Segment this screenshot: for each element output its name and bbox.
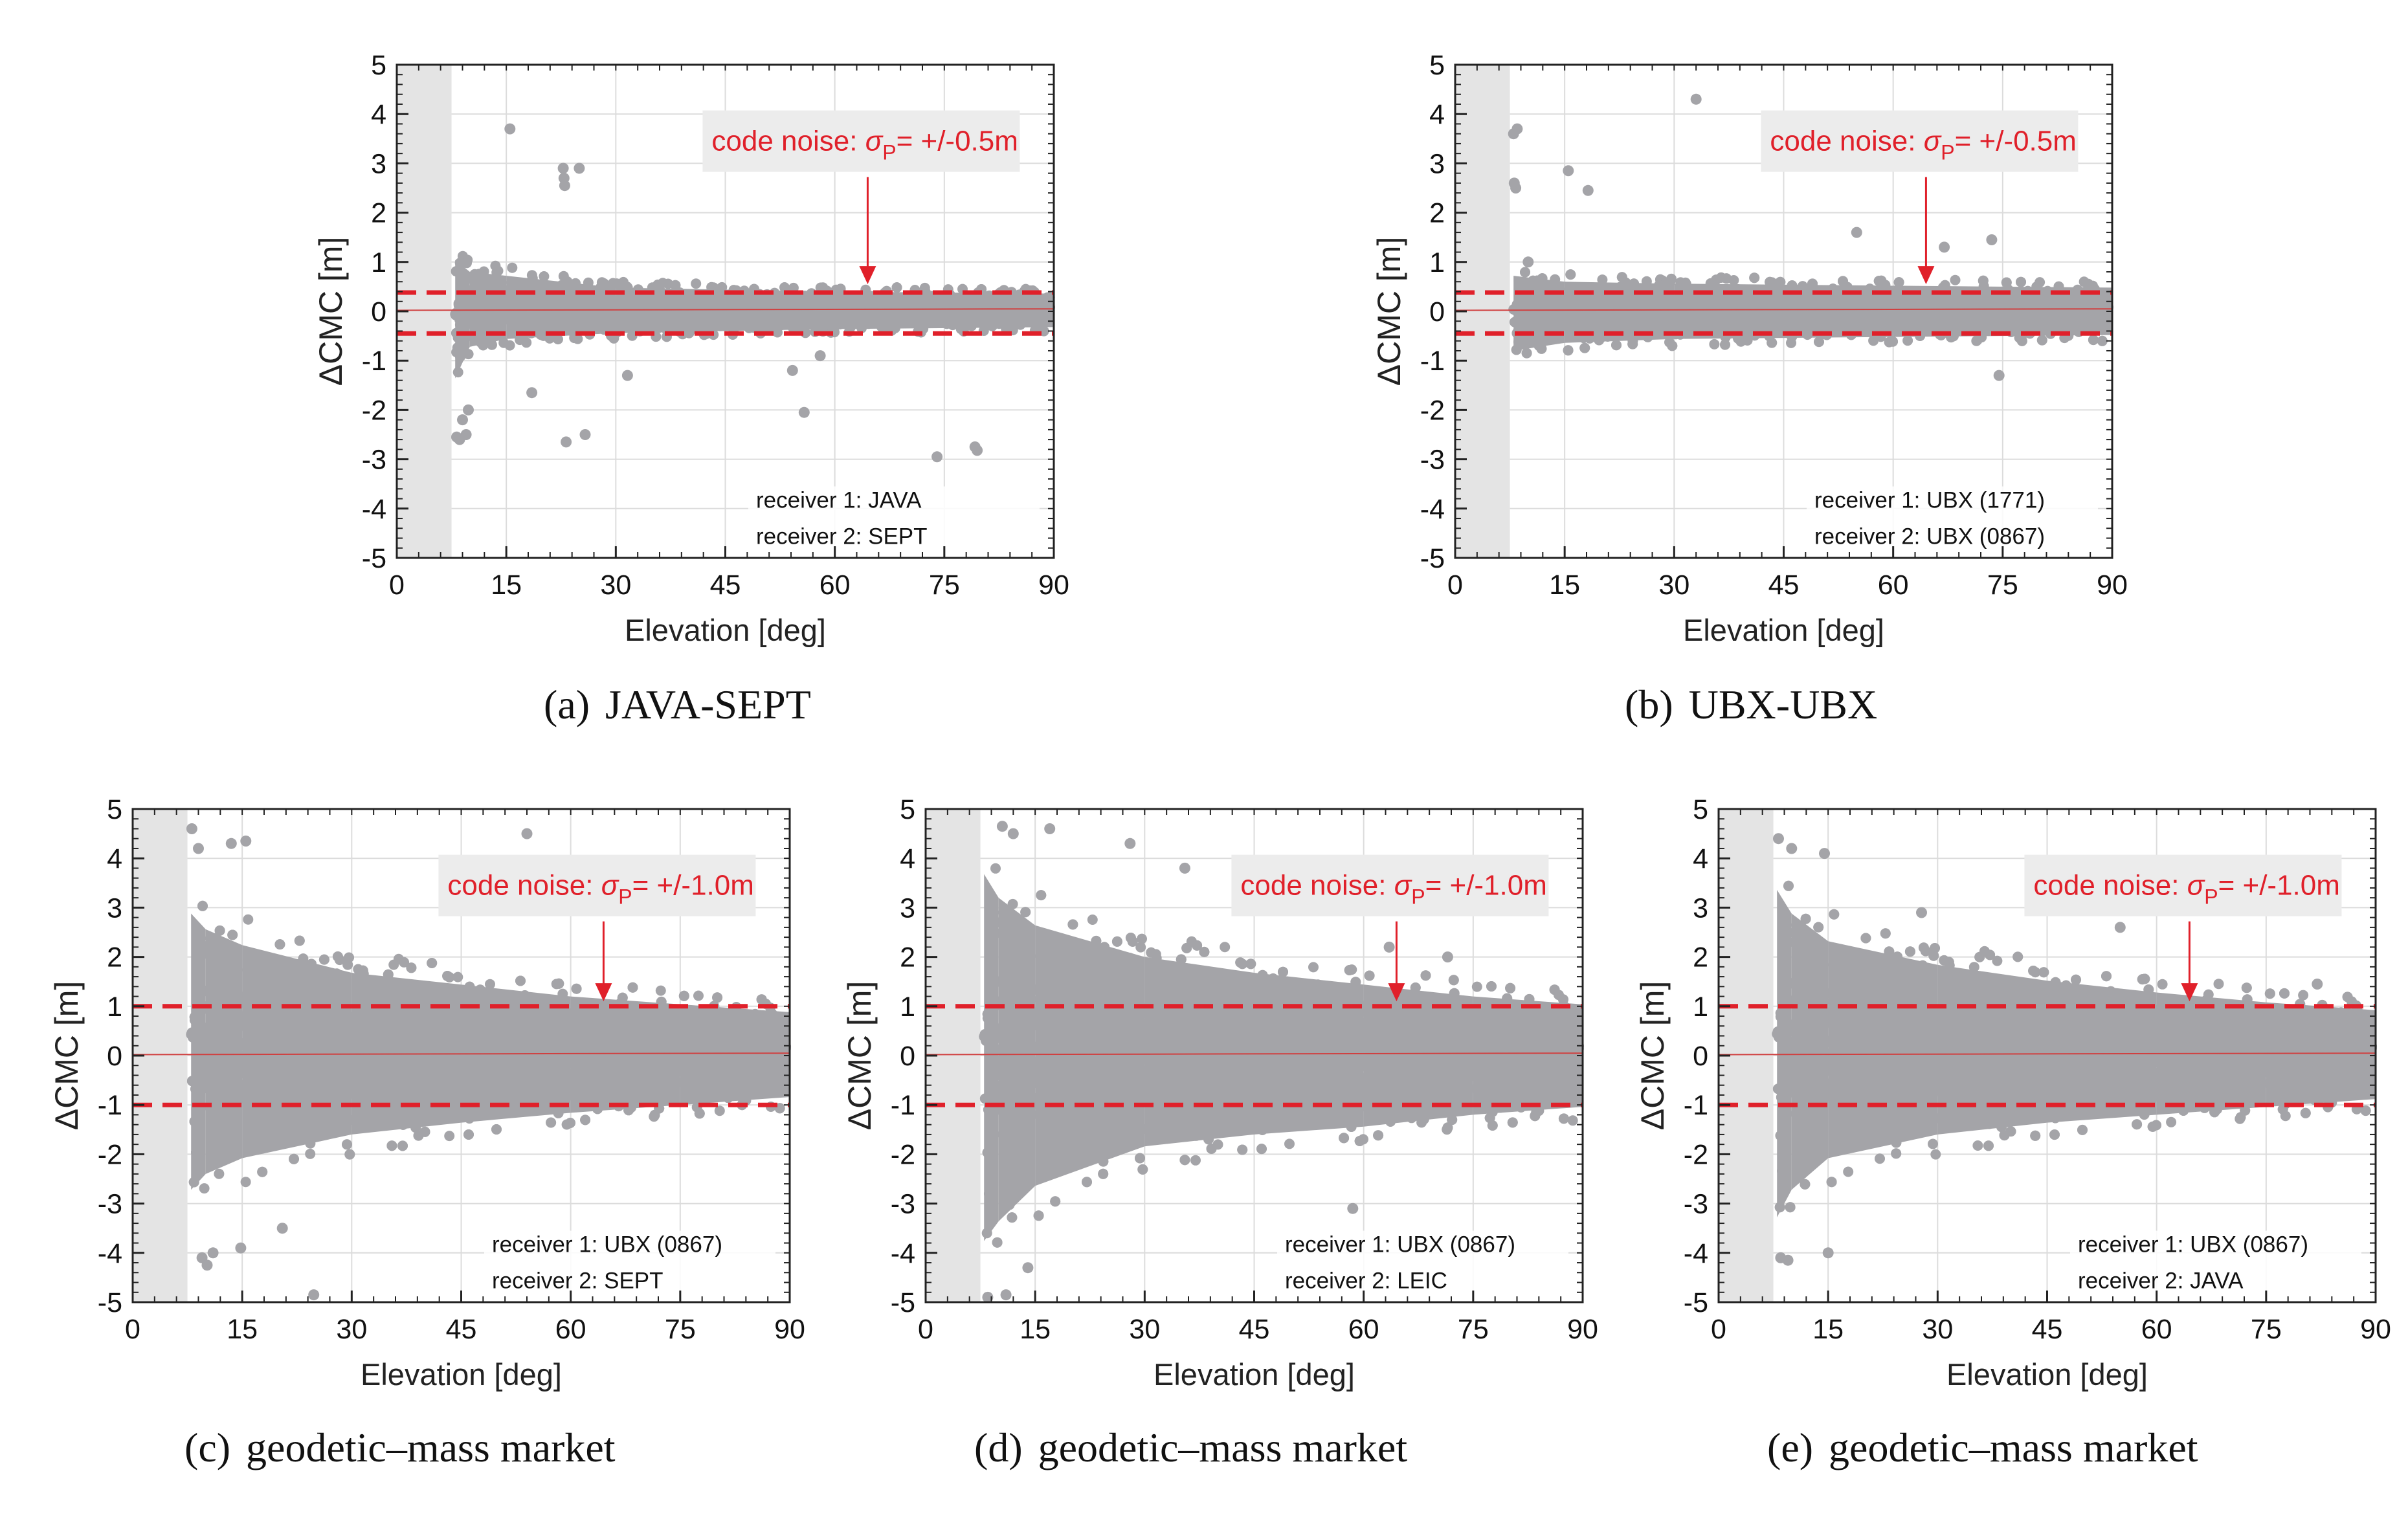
scatter-point: [1579, 343, 1590, 353]
scatter-point: [2097, 336, 2108, 346]
receiver-legend-a: receiver 1: JAVA receiver 2: SEPT: [748, 487, 1040, 568]
x-tick-label: 45: [710, 570, 741, 601]
outlier-point: [461, 429, 472, 440]
scatter-point: [691, 278, 701, 289]
y-tick-label: 3: [371, 148, 386, 179]
y-tick-label: 0: [371, 296, 386, 327]
scatter-point: [1814, 337, 1824, 347]
y-tick-label: -1: [362, 346, 386, 377]
y-tick-label: 4: [371, 99, 386, 130]
y-tick-label: -2: [362, 395, 386, 426]
annotation-prefix: code noise:: [711, 126, 865, 157]
scatter-point: [1611, 340, 1622, 350]
x-axis-label-a: Elevation [deg]: [625, 613, 826, 647]
outlier-point: [787, 365, 798, 376]
annotation-subscript: P: [882, 141, 896, 164]
scatter-point: [892, 282, 902, 293]
outlier-point: [580, 429, 591, 440]
scatter-point: [1667, 340, 1677, 351]
annotation-value: = +/-0.5m: [897, 126, 1018, 157]
outlier-point: [526, 387, 537, 398]
outlier-point: [622, 370, 633, 381]
outlier-point: [559, 180, 570, 191]
outlier-point: [457, 414, 468, 425]
scatter-point: [2035, 277, 2045, 287]
receiver-label-1: receiver 1: JAVA: [756, 487, 922, 513]
y-tick-label: 5: [371, 50, 386, 81]
y-tick-label: -3: [362, 445, 386, 476]
y-tick-label: 1: [371, 247, 386, 278]
outlier-point: [504, 124, 515, 135]
y-axis-label-a: ΔCMC [m]: [313, 237, 349, 386]
scatter-point: [1971, 336, 1981, 346]
outlier-point: [574, 163, 585, 174]
x-tick-label: 75: [929, 570, 960, 601]
scatter-point: [505, 340, 515, 351]
scatter-point: [1520, 267, 1530, 278]
scatter-point: [507, 263, 517, 273]
outlier-point: [561, 436, 572, 447]
y-tick-label: 2: [371, 198, 386, 229]
x-tick-label: 60: [819, 570, 851, 601]
outlier-point: [799, 407, 810, 418]
scatter-point: [1950, 275, 1961, 285]
scatter-point: [521, 337, 531, 348]
outlier-point: [463, 405, 474, 416]
scatter-point: [1902, 335, 1913, 346]
outlier-point: [558, 163, 569, 174]
outlier-point: [815, 350, 826, 361]
x-tick-label: 15: [491, 570, 522, 601]
y-tick-label: -4: [362, 494, 386, 525]
x-tick-label: 0: [389, 570, 405, 601]
outlier-point: [931, 451, 942, 462]
outlier-point: [972, 445, 983, 456]
scatter-point: [1709, 339, 1719, 349]
y-tick-label: -5: [362, 543, 386, 574]
scatter-point: [1749, 272, 1759, 283]
annotation-sigma: σ: [865, 126, 884, 157]
receiver-label-2: receiver 2: SEPT: [756, 524, 928, 549]
x-tick-label: 90: [1038, 570, 1069, 601]
scatter-core-band: [835, 292, 1054, 329]
x-tick-label: 30: [600, 570, 631, 601]
